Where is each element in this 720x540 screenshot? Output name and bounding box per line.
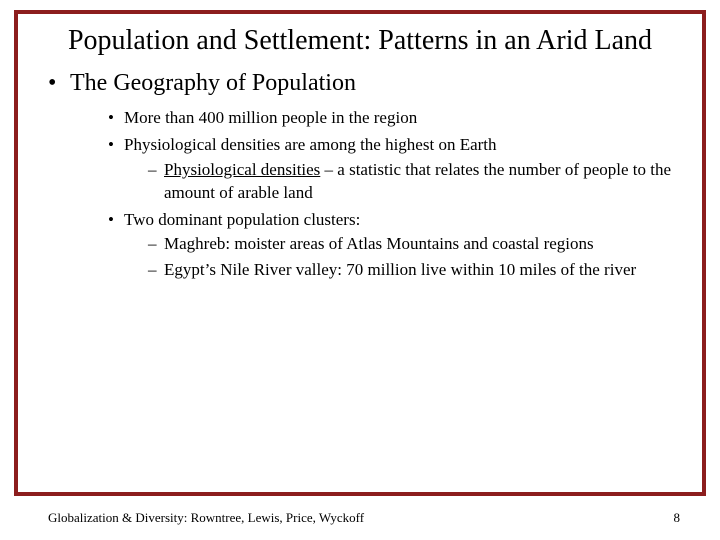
page-number: 8 [674, 510, 681, 526]
bullet-list-level1: The Geography of Population More than 40… [42, 68, 678, 283]
term-underline: Physiological densities [164, 160, 320, 179]
bullet-text: Egypt’s Nile River valley: 70 million li… [164, 260, 636, 279]
bullet-text: Two dominant population clusters: [124, 210, 360, 229]
bullet-text: Maghreb: moister areas of Atlas Mountain… [164, 234, 594, 253]
bullet-text: More than 400 million people in the regi… [124, 108, 417, 127]
bullet-list-level3: Maghreb: moister areas of Atlas Mountain… [124, 233, 678, 282]
list-item: More than 400 million people in the regi… [108, 107, 678, 130]
bullet-text: Physiological densities are among the hi… [124, 135, 497, 154]
list-item: Two dominant population clusters: Maghre… [108, 209, 678, 283]
list-item: The Geography of Population More than 40… [48, 68, 678, 283]
list-item: Physiological densities are among the hi… [108, 134, 678, 205]
list-item: Maghreb: moister areas of Atlas Mountain… [148, 233, 678, 256]
footer-text: Globalization & Diversity: Rowntree, Lew… [48, 510, 364, 526]
bullet-list-level3: Physiological densities – a statistic th… [124, 159, 678, 205]
slide-title: Population and Settlement: Patterns in a… [42, 24, 678, 58]
bullet-list-level2: More than 400 million people in the regi… [70, 107, 678, 283]
slide-frame: Population and Settlement: Patterns in a… [14, 10, 706, 496]
list-item: Egypt’s Nile River valley: 70 million li… [148, 259, 678, 282]
list-item: Physiological densities – a statistic th… [148, 159, 678, 205]
bullet-text: The Geography of Population [70, 70, 356, 96]
